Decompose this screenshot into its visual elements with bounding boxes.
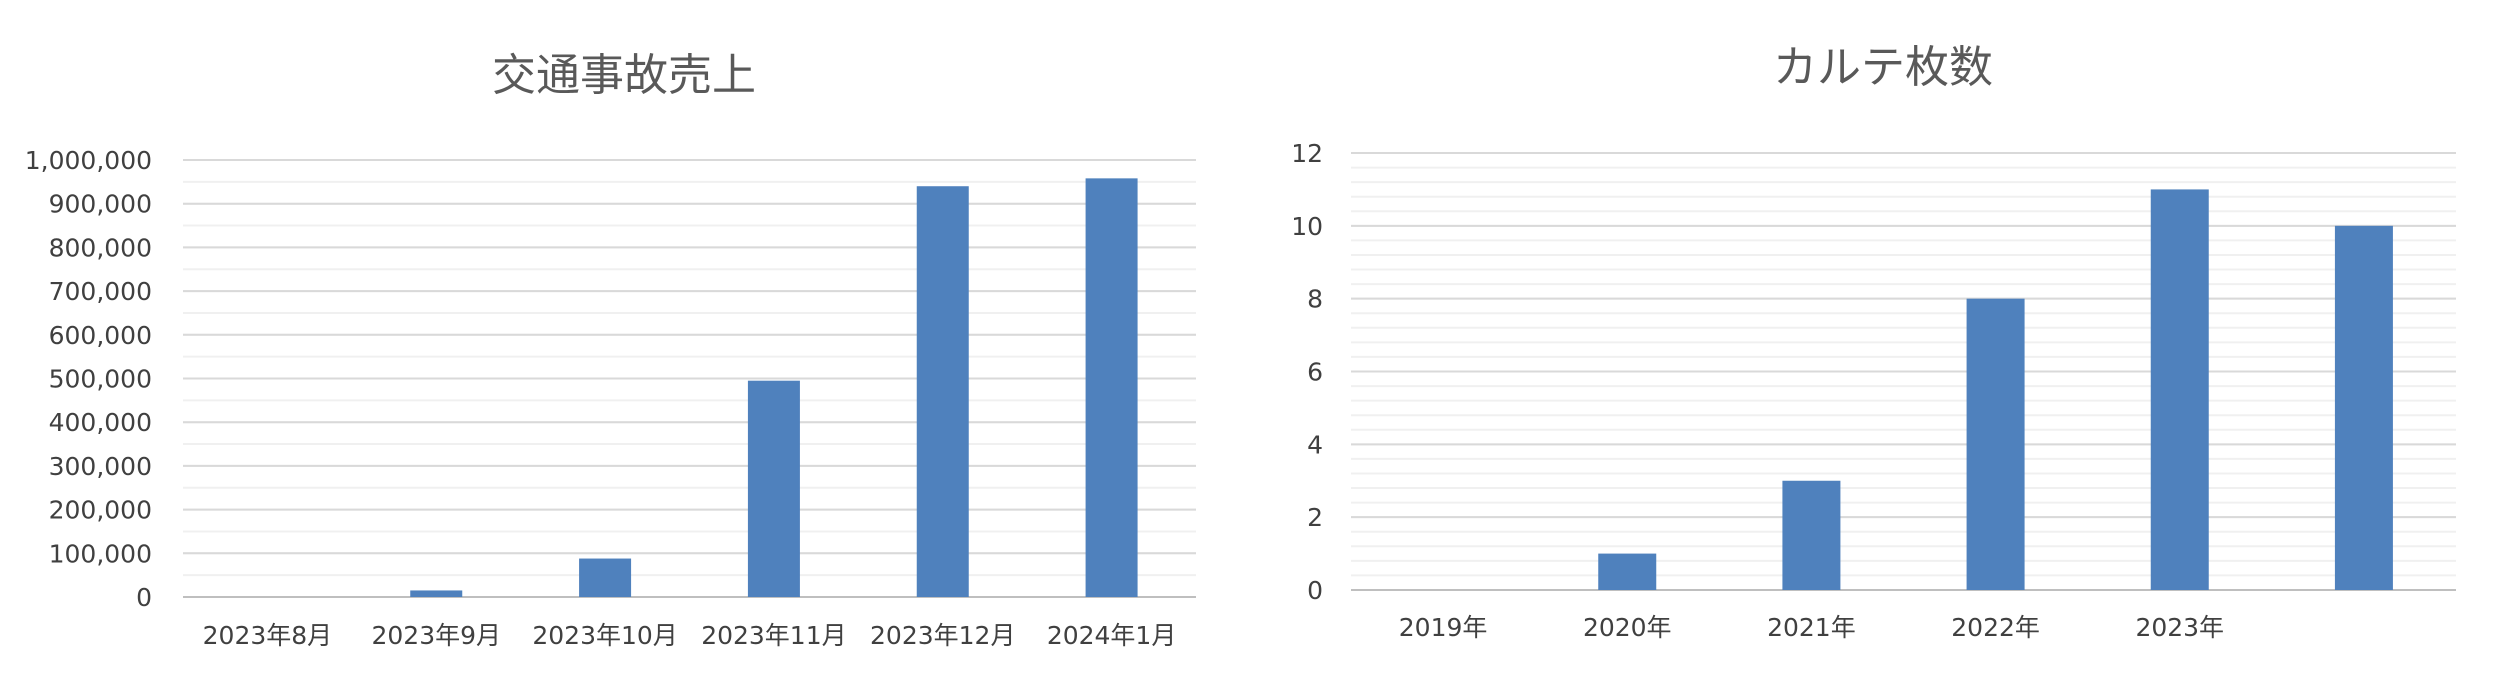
y-tick-label: 600,000 [49,321,152,350]
bar [2334,225,2393,591]
bars [410,178,1138,597]
x-tick-label: 2019年 [1399,613,1488,642]
chart-sales-svg: 交通事故売上 0 100,000 200,000 300,000 400,000 500,… [25,50,1196,650]
bar [579,558,632,597]
bar [1598,553,1657,590]
chart-charts-count-svg: カルテ枚数 0 2 4 6 8 10 12 2019年 2020年 2021年 2022年 2023… [1291,42,2456,642]
chart-sales: 交通事故売上 0 100,000 200,000 300,000 400,000 500,… [0,0,1225,680]
x-tick-label: 2023年10月 [532,621,677,650]
chart-title: カルテ枚数 [1773,42,1993,93]
y-tick-label: 300,000 [49,452,152,481]
y-tick-label: 1,000,000 [25,146,152,175]
bar [410,590,463,597]
bar [2150,189,2209,590]
x-tick-label: 2022年 [1951,613,2040,642]
y-tick-label: 200,000 [49,496,152,525]
y-tick-label: 0 [136,583,152,612]
x-tick-label: 2023年11月 [701,621,846,650]
gridlines [183,159,1196,598]
chart-charts-count: カルテ枚数 0 2 4 6 8 10 12 2019年 2020年 2021年 2022年 2023… [1250,0,2507,680]
y-tick-label: 8 [1307,285,1323,314]
y-tick-label: 900,000 [49,190,152,219]
bar [747,380,800,597]
x-tick-label: 2021年 [1767,613,1856,642]
x-tick-label: 2023年8月 [203,621,333,650]
x-tick-label: 2023年9月 [371,621,501,650]
y-tick-label: 100,000 [49,539,152,568]
x-tick-label: 2020年 [1583,613,1672,642]
y-tick-labels: 0 100,000 200,000 300,000 400,000 500,000 600,… [25,146,152,612]
x-tick-labels: 2023年8月 2023年9月 2023年10月 2023年11月 2023年12月 20… [203,621,1177,650]
bar [916,186,969,597]
x-tick-label: 2023年 [2135,613,2224,642]
gridlines [1351,152,2456,591]
y-tick-label: 500,000 [49,365,152,394]
y-tick-label: 700,000 [49,277,152,306]
bar [1085,178,1138,597]
y-tick-label: 2 [1307,503,1323,532]
y-tick-label: 0 [1307,576,1323,605]
bar [1782,480,1841,590]
y-tick-label: 400,000 [49,408,152,437]
y-tick-label: 6 [1307,358,1323,387]
x-tick-label: 2024年1月 [1047,621,1177,650]
chart-title: 交通事故売上 [492,50,756,101]
x-tick-labels: 2019年 2020年 2021年 2022年 2023年 [1399,613,2224,642]
y-tick-label: 12 [1291,139,1323,168]
y-tick-label: 800,000 [49,233,152,262]
bar [1966,298,2025,590]
y-tick-labels: 0 2 4 6 8 10 12 [1291,139,1323,605]
x-tick-label: 2023年12月 [870,621,1015,650]
y-tick-label: 4 [1307,430,1323,459]
y-tick-label: 10 [1291,212,1323,241]
bars [1598,189,2393,591]
